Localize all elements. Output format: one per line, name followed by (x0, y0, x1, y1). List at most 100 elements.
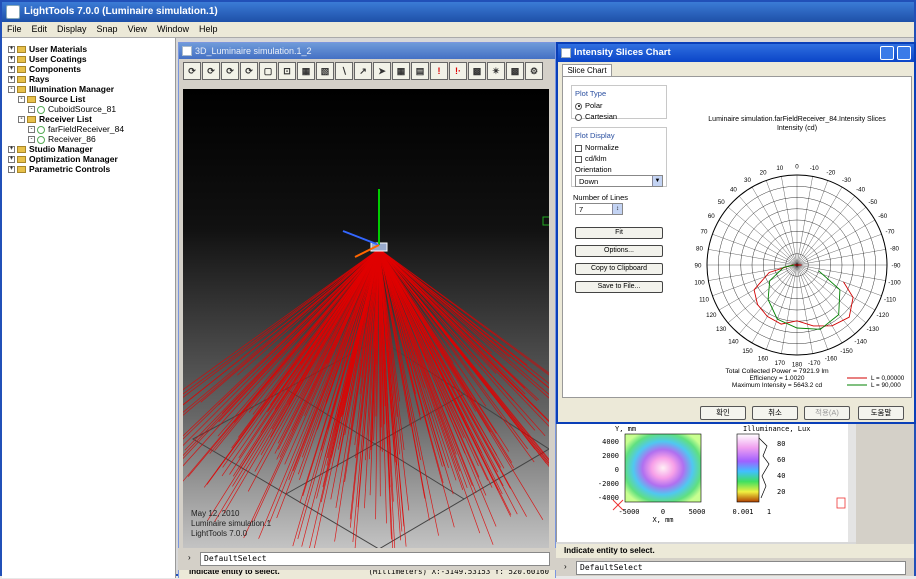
plot-vertical-scrollbar[interactable] (848, 424, 856, 542)
expand-icon[interactable]: + (8, 76, 15, 84)
expand-icon[interactable]: - (18, 116, 25, 124)
menu-help[interactable]: Help (198, 24, 218, 34)
ok-button[interactable]: 확인 (700, 406, 746, 420)
tree-node[interactable]: + Components (2, 64, 175, 74)
chevron-down-icon[interactable]: ▼ (652, 176, 662, 186)
warning-icon[interactable]: ! (430, 62, 448, 80)
warning-dot-icon[interactable]: !· (449, 62, 467, 80)
expand-icon[interactable]: - (28, 106, 35, 114)
expand-icon[interactable]: + (8, 46, 15, 54)
save-file-button[interactable]: Save to File... (575, 281, 663, 293)
polar-spoke (796, 264, 855, 335)
maximize-icon[interactable] (897, 46, 911, 60)
rotate-z-icon[interactable]: ⟳ (221, 62, 239, 80)
tree-node[interactable]: + Rays (2, 74, 175, 84)
tree-node[interactable]: + Optimization Manager (2, 154, 175, 164)
cdklm-checkbox[interactable] (575, 155, 582, 163)
ray (258, 248, 380, 539)
expand-icon[interactable]: + (8, 146, 15, 154)
view-front-icon[interactable]: ▧ (316, 62, 334, 80)
orientation-select[interactable]: Down ▼ (575, 175, 663, 187)
command-input[interactable]: DefaultSelect (200, 552, 550, 566)
render-icon[interactable]: ▩ (506, 62, 524, 80)
tab-slice-chart[interactable]: Slice Chart (562, 64, 612, 76)
settings-icon[interactable]: ⚙ (525, 62, 543, 80)
grid-icon[interactable]: ▦ (392, 62, 410, 80)
tree-node[interactable]: + Studio Manager (2, 144, 175, 154)
cancel-button[interactable]: 취소 (752, 406, 798, 420)
panel-icon[interactable]: ▤ (411, 62, 429, 80)
viewport-info: May 12, 2010 Luminaire simulation.1 Ligh… (191, 509, 271, 539)
rotate-free-icon[interactable]: ⟳ (240, 62, 258, 80)
apply-button[interactable]: 적용(A) (804, 406, 850, 420)
expand-icon[interactable]: - (8, 86, 15, 94)
options-button[interactable]: Options... (575, 245, 663, 257)
tree-node[interactable]: - Receiver_86 (2, 134, 175, 144)
ray (378, 248, 549, 376)
menu-file[interactable]: File (7, 24, 22, 34)
folder-icon (17, 56, 26, 64)
select-icon[interactable]: ↗ (354, 62, 372, 80)
help-button[interactable]: 도움말 (858, 406, 904, 420)
chart-icon[interactable]: ▩ (468, 62, 486, 80)
zoom-fit-icon[interactable]: ⊡ (278, 62, 296, 80)
ray (378, 248, 528, 450)
expand-icon[interactable]: + (8, 66, 15, 74)
angle-tick-label: -80 (890, 245, 900, 252)
normalize-checkbox[interactable] (575, 144, 582, 152)
menu-snap[interactable]: Snap (96, 24, 118, 34)
spinner-arrows-icon[interactable]: ↕ (612, 204, 622, 214)
expand-icon[interactable]: - (28, 136, 35, 144)
ray (378, 248, 519, 392)
ray (378, 248, 487, 407)
minimize-icon[interactable] (880, 46, 894, 60)
tree-node[interactable]: - farFieldReceiver_84 (2, 124, 175, 134)
cartesian-radio[interactable] (575, 113, 582, 121)
fit-button[interactable]: Fit (575, 227, 663, 239)
rotate-y-icon[interactable]: ⟳ (202, 62, 220, 80)
zoom-box-icon[interactable]: ▢ (259, 62, 277, 80)
menu-edit[interactable]: Edit (31, 24, 48, 34)
angle-tick-label: -140 (854, 338, 867, 345)
ray (378, 248, 475, 402)
plot-type-label: Plot Type (575, 89, 607, 98)
copy-clipboard-button[interactable]: Copy to Clipboard (575, 263, 663, 275)
polar-radio[interactable] (575, 102, 582, 110)
cdklm-option[interactable]: cd/klm (575, 153, 663, 164)
rotate-x-icon[interactable]: ⟳ (183, 62, 201, 80)
expand-icon[interactable]: + (8, 156, 15, 164)
tree-node[interactable]: + User Materials (2, 44, 175, 54)
expand-icon[interactable]: + (8, 166, 15, 174)
pointer-icon[interactable]: ➤ (373, 62, 391, 80)
menu-view[interactable]: View (127, 24, 147, 34)
expand-icon[interactable]: + (8, 56, 15, 64)
ray (378, 248, 416, 363)
draw-line-icon[interactable]: ∖ (335, 62, 353, 80)
tree-node-label: User Coatings (29, 54, 87, 64)
tree-node[interactable]: - Receiver List (2, 114, 175, 124)
tree-node-label: CuboidSource_81 (48, 104, 117, 114)
angle-tick-label: -110 (884, 296, 896, 303)
plot-command-input[interactable]: DefaultSelect (576, 561, 906, 575)
view-3d-viewport[interactable]: May 12, 2010 Luminaire simulation.1 Ligh… (183, 89, 549, 555)
tree-node[interactable]: + Parametric Controls (2, 164, 175, 174)
ray (325, 248, 380, 365)
star-icon[interactable]: ✴ (487, 62, 505, 80)
tree-node[interactable]: + User Coatings (2, 54, 175, 64)
polar-option[interactable]: Polar (575, 100, 663, 111)
cartesian-option[interactable]: Cartesian (575, 111, 663, 122)
tree-node[interactable]: - Source List (2, 94, 175, 104)
menu-window[interactable]: Window (156, 24, 189, 34)
polar-spoke (796, 264, 876, 311)
expand-icon[interactable]: - (28, 126, 35, 134)
max-intensity-text: Maximum Intensity = 5643.2 cd (732, 382, 823, 389)
view-iso-icon[interactable]: ▦ (297, 62, 315, 80)
tree-node[interactable]: - Illumination Manager (2, 84, 175, 94)
expand-icon[interactable]: - (18, 96, 25, 104)
lines-spinner[interactable]: 7 ↕ (575, 203, 623, 215)
tree-node[interactable]: - CuboidSource_81 (2, 104, 175, 114)
app-title: LightTools 7.0.0 (Luminaire simulation.1… (24, 6, 218, 17)
menu-display[interactable]: Display (57, 24, 87, 34)
normalize-option[interactable]: Normalize (575, 142, 663, 153)
